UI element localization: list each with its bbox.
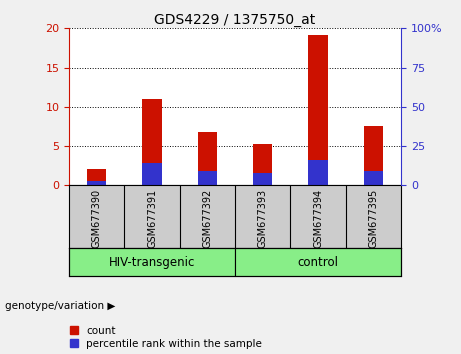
Text: genotype/variation ▶: genotype/variation ▶ [5,301,115,311]
Bar [235,248,401,276]
Text: control: control [298,256,338,269]
Text: GSM677390: GSM677390 [92,189,102,248]
Text: GSM677395: GSM677395 [368,189,378,248]
Bar [87,169,106,185]
Bar [198,132,217,185]
Title: GDS4229 / 1375750_at: GDS4229 / 1375750_at [154,13,316,27]
Text: GSM677393: GSM677393 [258,189,268,248]
Bar [253,173,272,185]
Bar [308,35,328,185]
Bar [87,182,106,185]
Bar [142,99,162,185]
Text: GSM677391: GSM677391 [147,189,157,248]
Bar [253,144,272,185]
Bar [364,171,383,185]
Bar [69,248,235,276]
Bar [142,164,162,185]
Bar [308,160,328,185]
Bar [364,126,383,185]
Bar [198,171,217,185]
Text: GSM677392: GSM677392 [202,189,213,248]
Text: HIV-transgenic: HIV-transgenic [109,256,195,269]
Text: GSM677394: GSM677394 [313,189,323,248]
Legend: count, percentile rank within the sample: count, percentile rank within the sample [70,326,262,349]
